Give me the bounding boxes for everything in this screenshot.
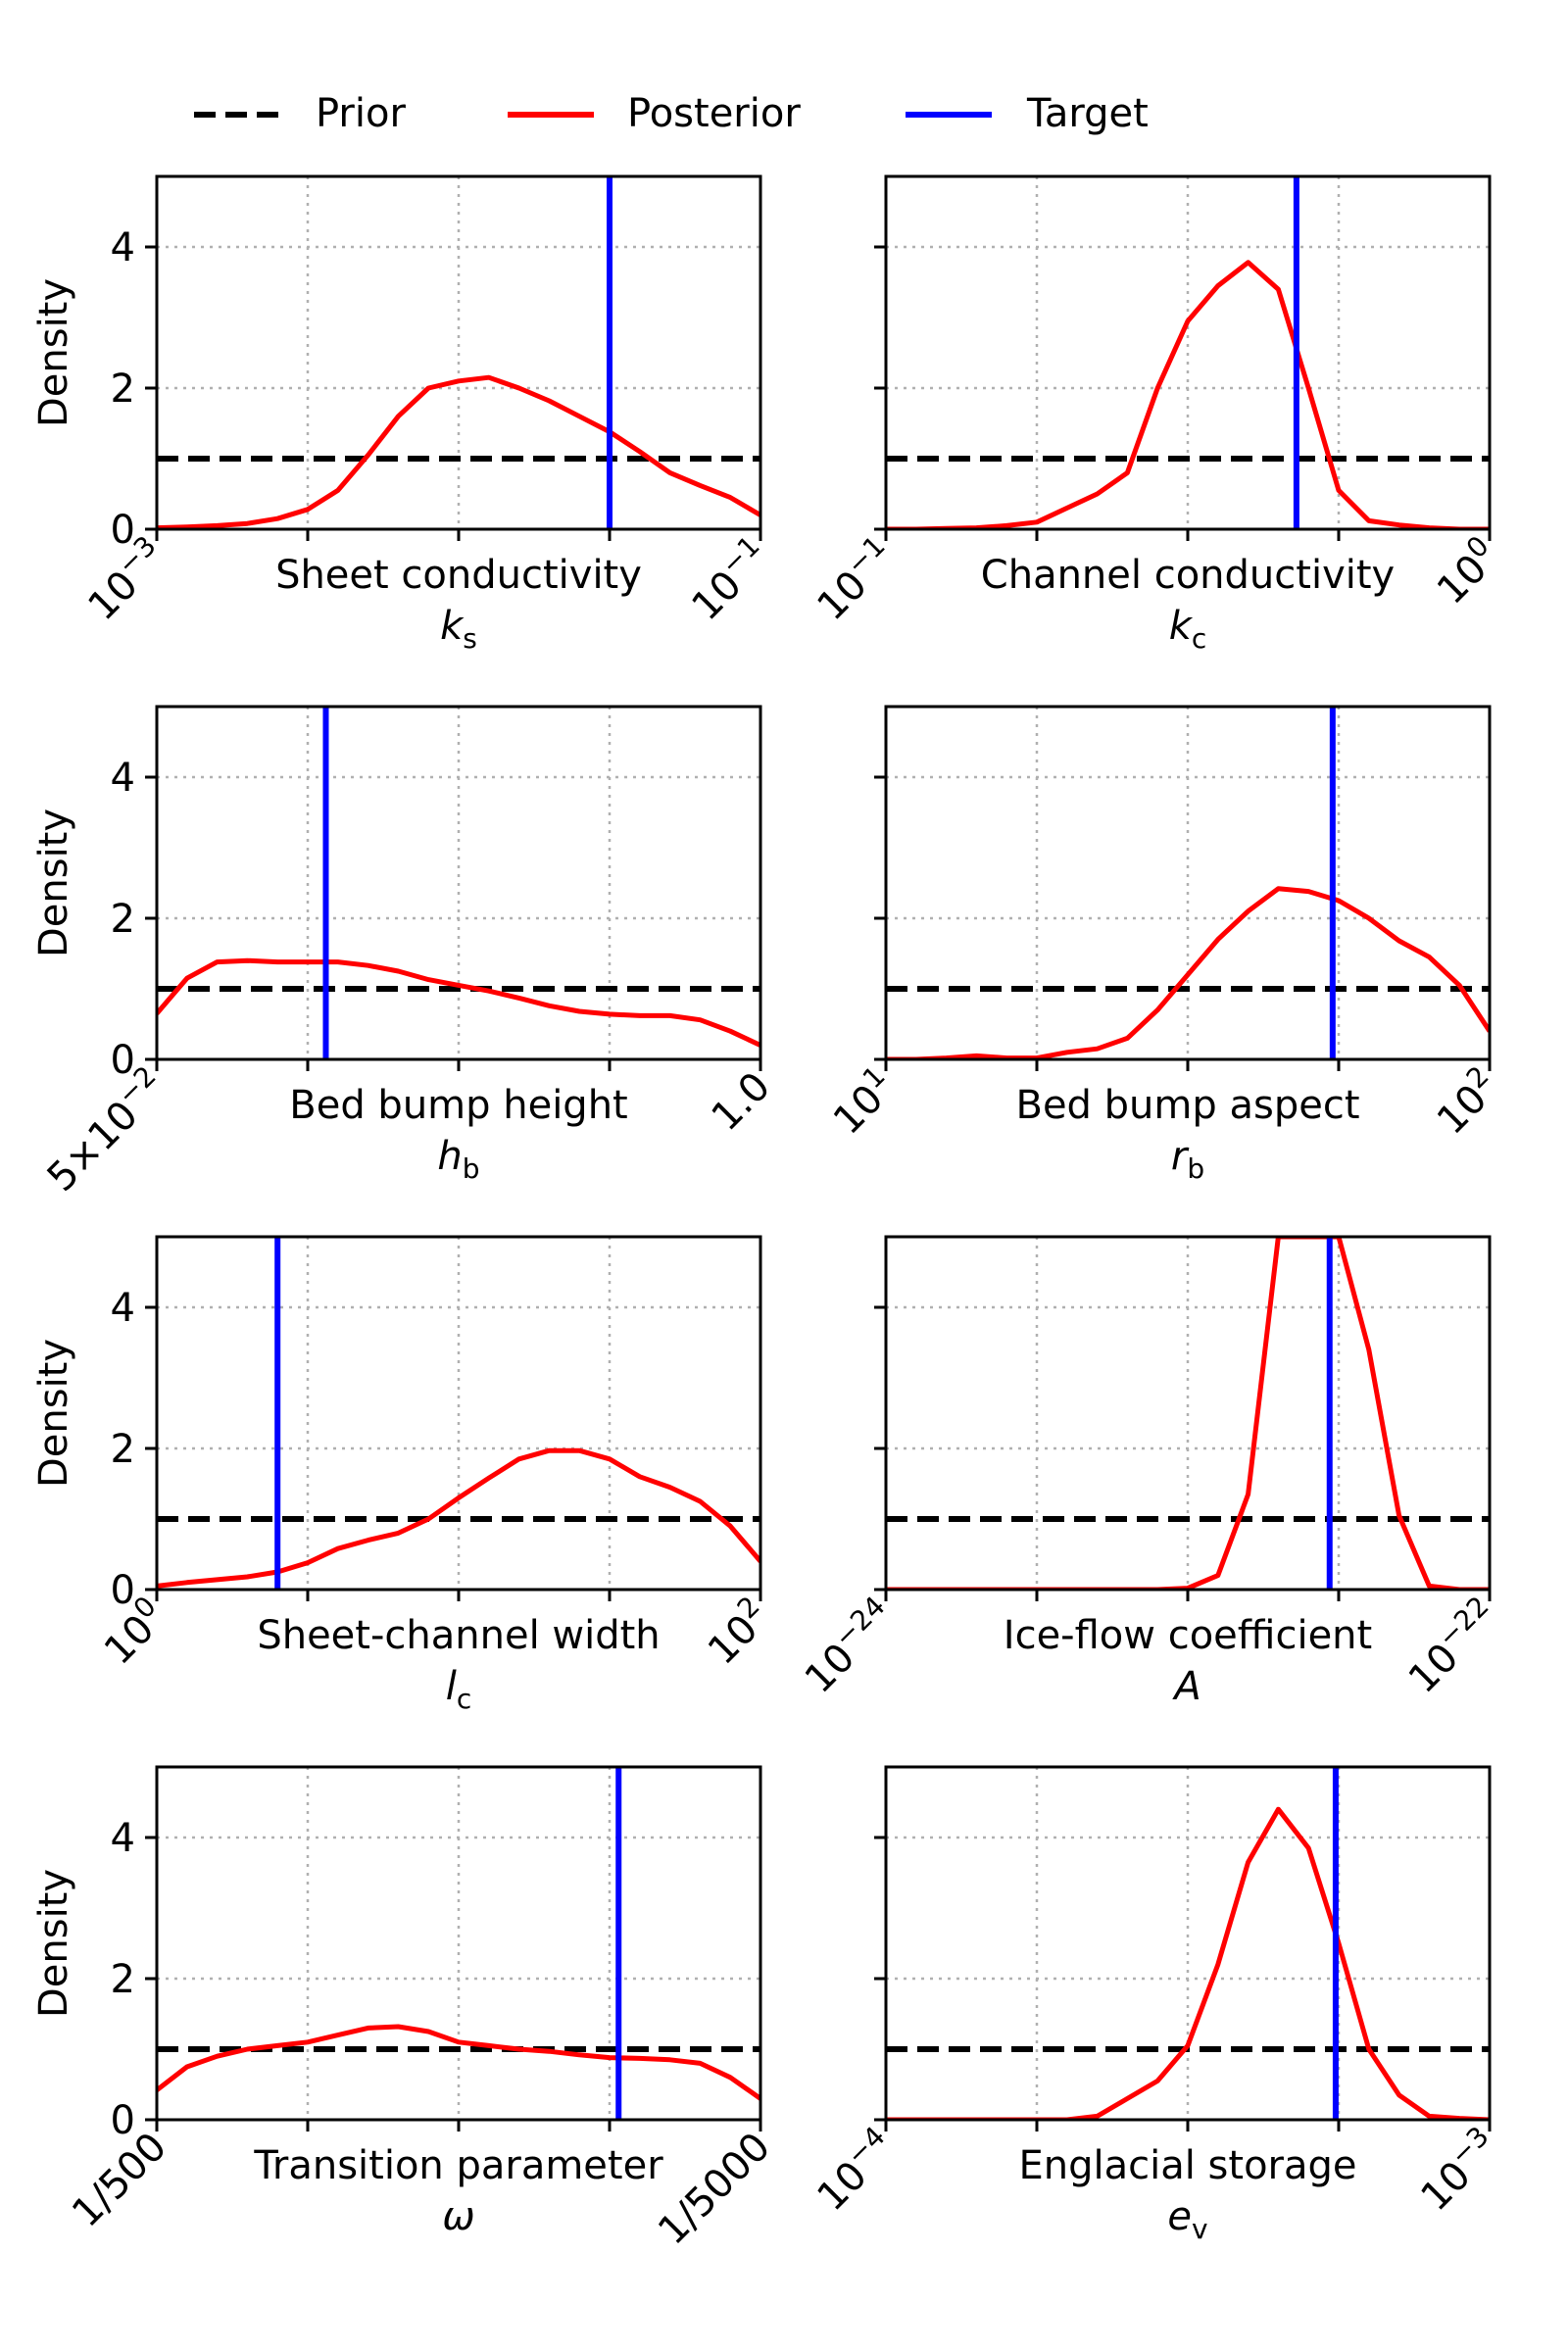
y-axis-label: Density	[31, 278, 76, 427]
y-tick-label: 2	[111, 367, 135, 412]
x-axis-symbol: ks	[440, 604, 477, 655]
posterior-line	[157, 2024, 760, 2101]
plot-area	[157, 1767, 760, 2120]
y-tick-label: 0	[111, 2098, 135, 2143]
plot-area	[157, 176, 760, 529]
legend-prior-label: Prior	[316, 91, 406, 136]
y-tick-label: 4	[111, 1286, 135, 1331]
y-tick-label: 4	[111, 1816, 135, 1861]
y-tick-label: 0	[111, 508, 135, 553]
x-axis-symbol: ω	[442, 2194, 475, 2239]
legend: Prior Posterior Target	[194, 91, 1149, 136]
x-axis-title: Sheet conductivity	[275, 553, 642, 598]
y-tick-label: 0	[111, 1038, 135, 1083]
y-axis-label: Density	[31, 1869, 76, 2018]
plot-area	[886, 176, 1490, 529]
posterior-line	[157, 1447, 760, 1589]
posterior-line	[157, 374, 760, 529]
y-tick-label: 4	[111, 225, 135, 270]
x-axis-symbol: hb	[437, 1134, 479, 1185]
x-axis-title: Sheet-channel width	[257, 1613, 660, 1658]
y-tick-label: 2	[111, 1427, 135, 1472]
legend-target-label: Target	[1026, 91, 1149, 136]
y-tick-label: 2	[111, 1957, 135, 2002]
x-axis-title: Englacial storage	[1018, 2143, 1356, 2188]
x-axis-title: Bed bump aspect	[1016, 1083, 1360, 1128]
plot-area	[157, 1237, 760, 1590]
y-tick-label: 0	[111, 1568, 135, 1613]
plot-area	[886, 1767, 1490, 2120]
posterior-line	[886, 260, 1490, 529]
x-axis-symbol: kc	[1169, 604, 1207, 655]
x-axis-title: Ice-flow coefficient	[1004, 1613, 1372, 1658]
x-axis-title: Transition parameter	[253, 2143, 663, 2188]
x-axis-title: Bed bump height	[289, 1083, 627, 1128]
plot-area	[886, 707, 1490, 1059]
posterior-line	[157, 957, 760, 1048]
plot-area	[157, 707, 760, 1059]
x-axis-symbol: lc	[446, 1664, 472, 1715]
x-axis-symbol: ev	[1167, 2194, 1207, 2245]
x-axis-symbol: rb	[1171, 1134, 1204, 1185]
y-axis-label: Density	[31, 1339, 76, 1488]
posterior-line	[886, 1806, 1490, 2120]
x-axis-symbol: A	[1171, 1664, 1200, 1709]
posterior-line	[886, 886, 1490, 1059]
legend-posterior-label: Posterior	[627, 91, 801, 136]
y-tick-label: 4	[111, 756, 135, 801]
y-tick-label: 2	[111, 897, 135, 942]
x-axis-title: Channel conductivity	[981, 553, 1395, 598]
y-axis-label: Density	[31, 808, 76, 957]
